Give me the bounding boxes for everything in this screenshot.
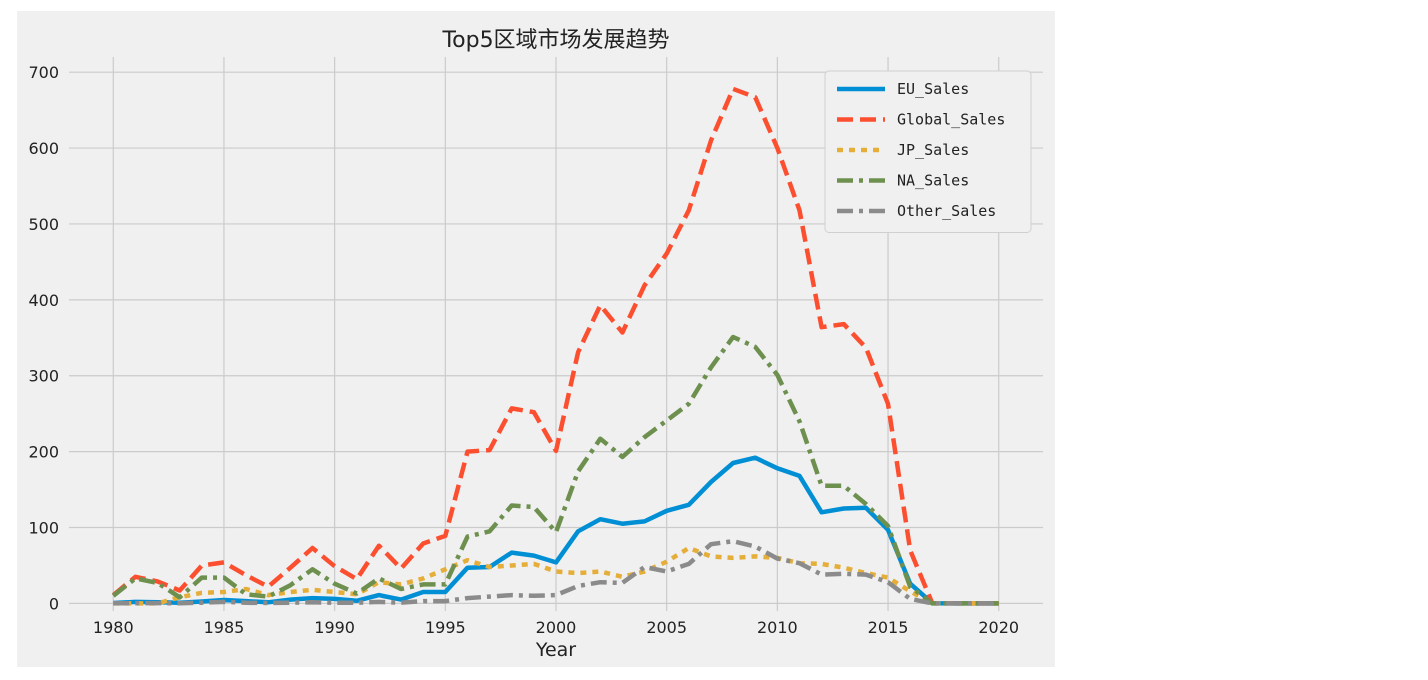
series-line-global-sales — [111, 86, 999, 606]
series-line-na-sales — [111, 334, 999, 606]
series-line-eu-sales — [113, 455, 999, 606]
legend-label: Other_Sales — [897, 202, 996, 220]
x-tick-label: 1980 — [93, 618, 134, 637]
axis-ticks: 1980 1985 1990 1995 2000 2005 2010 2015 2020 0 100… — [28, 63, 1019, 637]
y-tick-label: 500 — [28, 215, 59, 234]
series-lines — [111, 86, 999, 606]
x-tick-label: 1985 — [204, 618, 245, 637]
legend-label: NA_Sales — [897, 172, 969, 190]
x-tick-label: 1990 — [314, 618, 355, 637]
x-tick-label: 1995 — [425, 618, 466, 637]
series-line-jp-sales — [113, 545, 999, 606]
x-tick-label: 2005 — [646, 618, 687, 637]
x-axis-label: Year — [535, 639, 576, 661]
x-tick-label: 2010 — [757, 618, 798, 637]
chart-figure: 1980 1985 1990 1995 2000 2005 2010 2015 2020 0 100… — [17, 11, 1055, 667]
legend-label: EU_Sales — [897, 80, 969, 98]
legend-label: JP_Sales — [897, 141, 969, 159]
x-tick-label: 2015 — [868, 618, 909, 637]
y-tick-label: 600 — [28, 139, 59, 158]
y-tick-label: 0 — [49, 594, 59, 613]
legend: EU_Sales Global_Sales JP_Sales NA_Sales Othe… — [824, 70, 1032, 233]
line-chart: 1980 1985 1990 1995 2000 2005 2010 2015 2020 0 100… — [28, 28, 1043, 661]
chart-title: Top5区域市场发展趋势 — [441, 28, 669, 53]
grid — [69, 57, 1043, 611]
y-tick-label: 100 — [28, 519, 59, 538]
x-tick-label: 2000 — [536, 618, 577, 637]
x-tick-label: 2020 — [978, 618, 1019, 637]
series-line-other-sales — [113, 538, 999, 606]
y-tick-label: 700 — [28, 63, 59, 82]
legend-box — [824, 70, 1032, 233]
legend-label: Global_Sales — [897, 111, 1005, 129]
y-tick-label: 400 — [28, 291, 59, 310]
y-tick-label: 300 — [28, 367, 59, 386]
y-tick-label: 200 — [28, 443, 59, 462]
